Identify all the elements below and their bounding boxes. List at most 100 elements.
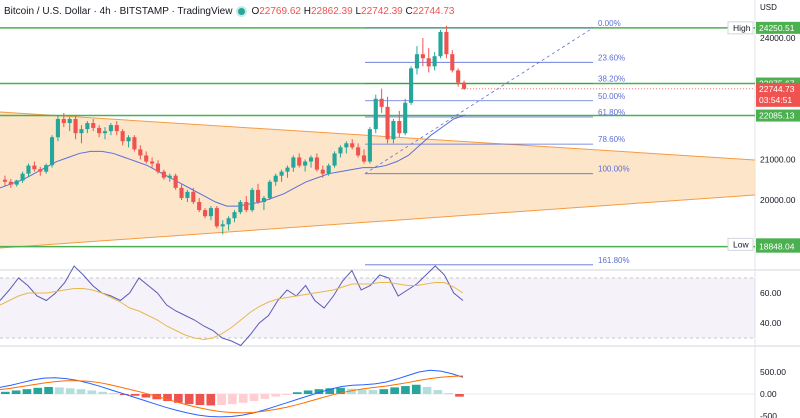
candle-body [344, 143, 349, 148]
candle-body [97, 127, 102, 134]
low-label: L [355, 5, 362, 17]
candle-body [85, 123, 90, 130]
fib-level-label: 23.60% [598, 53, 625, 62]
candle-body [114, 125, 119, 132]
current-price-tag [756, 82, 800, 107]
macd-histogram-bar [206, 394, 216, 406]
candle-body [126, 137, 131, 142]
candle-body [250, 189, 255, 211]
macd-histogram-bar [98, 391, 107, 394]
candle-body [314, 157, 319, 170]
macd-histogram-bar [260, 394, 270, 399]
candle-body [14, 180, 19, 185]
macd-histogram-bar [195, 394, 205, 405]
candle-body [226, 218, 231, 225]
candle-body [214, 208, 219, 227]
close-label: C [405, 5, 413, 17]
candle-body [385, 106, 390, 140]
chart-header: Bitcoin / U.S. Dollar · 4h · BITSTAMP · … [4, 4, 454, 18]
fib-level-label: 61.80% [598, 108, 625, 117]
open-value: 22769.62 [259, 5, 301, 17]
macd-histogram-bar [184, 394, 194, 405]
macd-histogram-bar [55, 387, 64, 394]
candle-body [120, 131, 125, 142]
currency-label: USD [760, 3, 777, 12]
candle-body [61, 119, 66, 124]
macd-histogram-bar [347, 388, 356, 394]
rsi-signal-line [0, 282, 464, 341]
candle-body [150, 161, 155, 164]
candle-body [350, 143, 355, 148]
candle-body [456, 70, 461, 83]
candle-body [367, 129, 372, 162]
candle-body [8, 181, 13, 185]
candle-body [291, 157, 296, 168]
candle-body [244, 202, 249, 211]
candle-body [2, 179, 8, 182]
candle-body [285, 167, 290, 172]
candle-body [132, 137, 137, 150]
macd-histogram-bar [379, 389, 389, 394]
candle-body [303, 161, 308, 166]
low-value: 22742.39 [361, 5, 403, 17]
candle-body [20, 173, 25, 181]
candle-body [426, 58, 431, 67]
candle-body [279, 171, 284, 176]
macd-histogram-bar [433, 390, 443, 394]
macd-histogram-bar [217, 394, 226, 405]
candle-body [391, 121, 396, 140]
macd-histogram-bar [163, 394, 172, 402]
candle-body [361, 155, 367, 162]
candle-body [55, 119, 60, 138]
triangle-upper-line [0, 111, 756, 161]
exchange: BITSTAMP [119, 5, 169, 17]
candle-body [444, 31, 449, 55]
candle-body [232, 212, 237, 219]
candle-body [356, 147, 361, 156]
macd-histogram-bar [109, 393, 118, 395]
macd-histogram-bar [141, 394, 151, 398]
price-tag-label: 24250.51 [759, 23, 795, 33]
fib-level-label: 100.00% [598, 165, 630, 174]
candle-body [397, 121, 402, 134]
low-tag [727, 237, 754, 251]
rsi-axis-tick: 60.00 [760, 288, 782, 298]
candle-body [161, 171, 166, 178]
candle-body [255, 189, 261, 203]
macd-histogram-bar [368, 390, 378, 394]
ohlc-readout: O22769.62 H22862.39 L22742.39 C22744.73 [251, 6, 454, 17]
macd-histogram-bar [33, 387, 43, 394]
macd-histogram-bar [282, 394, 291, 395]
macd-histogram-bar [76, 389, 86, 394]
macd-histogram-bar [390, 387, 399, 394]
macd-histogram-bar [444, 393, 454, 395]
fib-level-label: 50.00% [598, 92, 625, 101]
macd-axis-tick: -500 [760, 411, 777, 418]
macd-histogram-bar [303, 390, 313, 394]
macd-histogram-bar [271, 394, 280, 397]
price-axis-tick: 24000.00 [760, 33, 796, 43]
candle-body [44, 165, 49, 172]
macd-histogram-bar [455, 394, 464, 397]
macd-histogram-bar [401, 386, 410, 394]
market-status-dot-icon [238, 7, 246, 15]
open-label: O [251, 5, 260, 17]
rsi-axis-tick: 40.00 [760, 318, 782, 328]
candle-body [238, 202, 243, 213]
candle-body [108, 125, 113, 132]
candle-body [138, 149, 143, 156]
candle-body [208, 208, 214, 217]
symbol-title[interactable]: Bitcoin / U.S. Dollar · 4h · BITSTAMP · … [4, 5, 233, 17]
candle-body [297, 157, 302, 166]
price-tag [756, 21, 800, 34]
high-tag [727, 21, 754, 35]
fib-level-label: 161.80% [598, 256, 630, 265]
candle-body [91, 123, 96, 128]
price-tag-label: 18848.04 [759, 242, 795, 252]
price-axis-tick: 20000.00 [760, 195, 796, 205]
candle-body [438, 31, 443, 57]
macd-histogram-bar [292, 392, 302, 394]
candle-body [403, 102, 408, 134]
macd-histogram-bar [325, 388, 335, 394]
